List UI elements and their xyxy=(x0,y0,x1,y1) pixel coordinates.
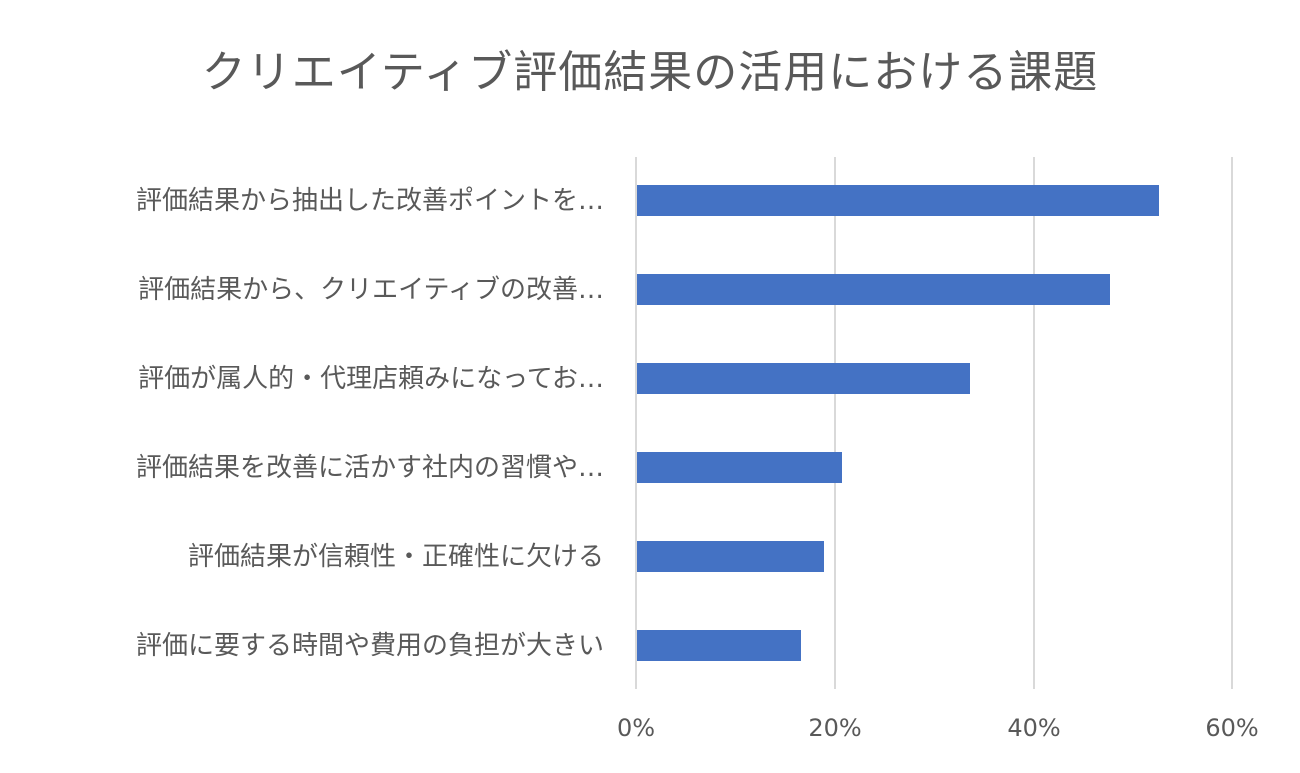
bar xyxy=(637,274,1110,305)
gridline-40 xyxy=(1033,157,1035,689)
category-label: 評価結果が信頼性・正確性に欠ける xyxy=(187,542,604,572)
bar xyxy=(637,541,824,572)
plot-area xyxy=(635,157,1233,689)
bar xyxy=(637,363,970,394)
tick-label: 60% xyxy=(1205,714,1259,742)
category-label: 評価が属人的・代理店頼みになってお… xyxy=(138,364,604,394)
chart-title: クリエイティブ評価結果の活用における課題 xyxy=(201,47,1099,98)
gridline-20 xyxy=(834,157,836,689)
tick-label: 20% xyxy=(808,714,862,742)
bar xyxy=(637,185,1159,216)
bar xyxy=(637,630,801,661)
tick-label: 40% xyxy=(1007,714,1061,742)
tick-label: 0% xyxy=(616,714,656,742)
category-label: 評価に要する時間や費用の負担が大きい xyxy=(135,631,604,661)
category-label: 評価結果から、クリエイティブの改善… xyxy=(138,275,604,305)
bar xyxy=(637,452,842,483)
category-label: 評価結果を改善に活かす社内の習慣や… xyxy=(135,453,604,483)
category-label: 評価結果から抽出した改善ポイントを… xyxy=(135,186,604,216)
axis-line-0 xyxy=(635,157,637,689)
gridline-60 xyxy=(1231,157,1233,689)
